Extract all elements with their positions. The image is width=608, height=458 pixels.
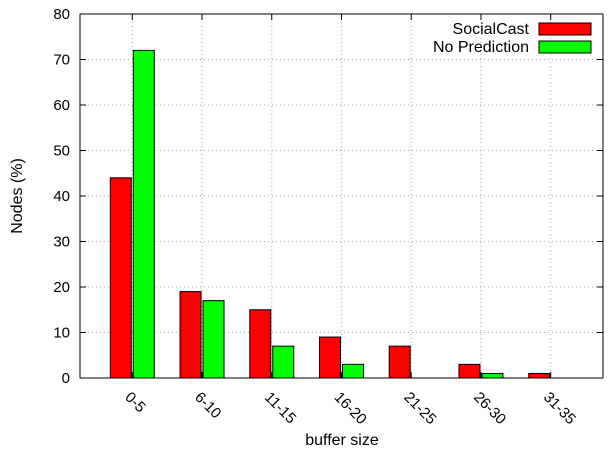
bar-socialcast [388,345,411,379]
x-tick-label: 11-15 [261,389,299,427]
y-tick-label: 10 [53,325,70,342]
x-tick-label: 0-5 [121,389,148,416]
bar-no-prediction [272,345,295,379]
bar-no-prediction [481,372,504,379]
x-tick-label: 16-20 [331,389,370,428]
bar-no-prediction [132,49,155,379]
y-tick-label: 30 [53,234,70,251]
legend-swatch [538,40,592,54]
y-axis-title: Nodes (%) [9,158,26,234]
legend-swatch [538,22,592,36]
x-tick-label: 6-10 [191,389,224,422]
bar-socialcast [249,309,272,379]
bar-socialcast [458,363,481,379]
y-tick-label: 50 [53,143,70,160]
bar-no-prediction [342,363,364,379]
legend-label: No Prediction [433,39,529,56]
y-tick-label: 60 [53,97,70,114]
grid-layer [80,14,603,378]
bar-socialcast [528,372,551,379]
x-axis-title: buffer size [305,432,379,449]
bar-socialcast [109,177,132,379]
x-tick-label: 31-35 [540,389,579,428]
y-tick-label: 80 [53,6,70,23]
y-tick-label: 0 [62,370,70,387]
y-tick-label: 70 [53,52,70,69]
bar-socialcast [319,336,341,379]
y-tick-label: 40 [53,188,70,205]
y-tick-label: 20 [53,279,70,296]
bars-layer [109,49,551,379]
bar-no-prediction [202,300,225,379]
legend-label: SocialCast [453,21,530,38]
x-tick-label: 26-30 [470,389,509,428]
x-tick-label: 21-25 [400,389,439,428]
bar-socialcast [179,291,202,379]
